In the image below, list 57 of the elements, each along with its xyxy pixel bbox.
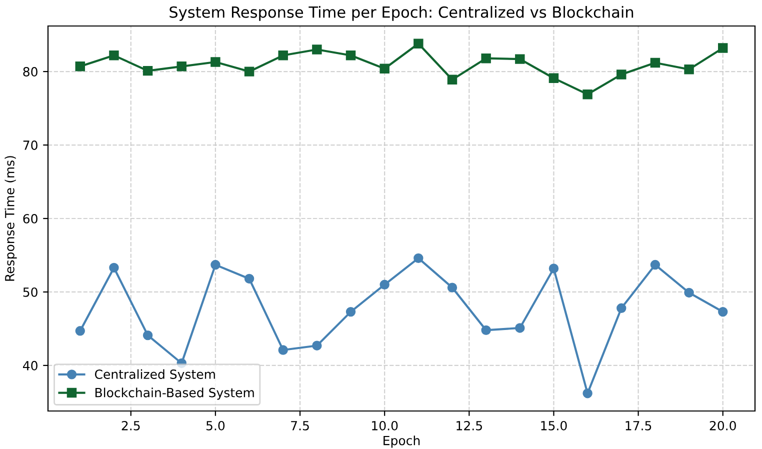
x-tick-label: 20.0 [710,420,736,430]
point [718,43,728,53]
point [718,306,728,317]
x-tick-label: 15.0 [541,420,567,430]
point [684,288,694,298]
y-tick-label: 40 [22,360,38,370]
legend-label: Blockchain-Based System [95,388,254,400]
point [380,64,390,74]
point [616,70,626,80]
point [244,274,254,284]
point [346,50,356,60]
y-tick-label: 70 [23,140,38,150]
point [312,44,322,54]
point [244,66,254,76]
point [346,306,356,317]
y-tick-label: 80 [23,67,38,76]
x-tick-label: 7.5 [291,421,309,430]
point [142,330,153,340]
point [176,62,186,72]
x-tick-label: 17.5 [626,421,652,430]
point [210,57,220,67]
point [278,345,288,355]
x-tick-label: 2.5 [122,420,140,430]
point [650,260,660,270]
x-tick-label: 5.0 [206,420,225,430]
x-axis-title: Epoch [384,436,420,448]
point [414,38,424,48]
point [447,74,458,84]
point [548,264,559,274]
point [684,64,694,74]
point [515,323,525,333]
legend-label: Centralized System [94,369,215,382]
point [75,326,85,336]
point [210,260,220,270]
point [380,280,390,290]
point [109,50,119,60]
point [582,89,592,100]
x-tick-label: 10.0 [372,420,398,430]
point [481,325,491,336]
point [582,388,592,398]
point [481,53,491,64]
y-tick-label: 50 [23,287,38,297]
point [447,282,458,292]
point [515,54,525,64]
y-tick-label: 60 [23,214,38,224]
point [548,73,559,84]
point [142,66,153,76]
point [414,253,424,264]
point [650,58,660,68]
point [75,62,85,72]
point [616,303,626,313]
point [278,50,288,60]
y-axis-title: Response Time (ms) [4,156,17,281]
chart-title: System Response Time per Epoch: Centralized vs Blockchain [170,6,634,21]
point [109,262,119,273]
point [312,340,322,350]
x-tick-label: 12.5 [456,420,482,430]
